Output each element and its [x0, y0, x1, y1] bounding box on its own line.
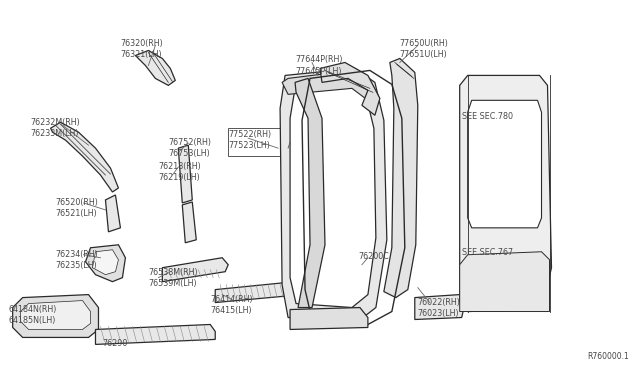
Polygon shape [106, 195, 120, 232]
Text: R760000.1: R760000.1 [588, 352, 629, 361]
Polygon shape [13, 295, 99, 337]
Polygon shape [95, 324, 215, 344]
Polygon shape [163, 258, 228, 282]
Text: 76232M(RH)
76233M(LH): 76232M(RH) 76233M(LH) [31, 118, 81, 138]
Polygon shape [280, 68, 387, 321]
Text: 76234(RH)
76235(LH): 76234(RH) 76235(LH) [56, 250, 99, 270]
Polygon shape [20, 301, 90, 330]
Polygon shape [290, 308, 368, 330]
Polygon shape [295, 78, 325, 308]
Text: 77522(RH)
77523(LH): 77522(RH) 77523(LH) [228, 130, 271, 150]
Text: SEE SEC.780: SEE SEC.780 [461, 112, 513, 121]
Text: 76520(RH)
76521(LH): 76520(RH) 76521(LH) [56, 198, 99, 218]
Text: 76414(RH)
76415(LH): 76414(RH) 76415(LH) [210, 295, 253, 315]
Polygon shape [182, 202, 196, 243]
Polygon shape [460, 76, 552, 311]
Text: 76752(RH)
76753(LH): 76752(RH) 76753(LH) [168, 138, 211, 158]
Polygon shape [86, 245, 125, 282]
Polygon shape [415, 295, 465, 320]
Polygon shape [320, 62, 380, 115]
Polygon shape [93, 250, 118, 275]
Text: 76320(RH)
76321(LH): 76320(RH) 76321(LH) [120, 39, 163, 59]
Polygon shape [460, 252, 550, 311]
Polygon shape [282, 70, 370, 100]
Text: 77644P(RH)
77645P(LH): 77644P(RH) 77645P(LH) [295, 55, 342, 76]
Polygon shape [51, 122, 118, 192]
Polygon shape [290, 82, 376, 308]
Polygon shape [179, 145, 192, 203]
Polygon shape [468, 100, 541, 228]
Bar [228, 128, 290, 156]
Text: 76290: 76290 [102, 339, 128, 349]
Text: SEE SEC.767: SEE SEC.767 [461, 248, 513, 257]
Text: 76538M(RH)
76539M(LH): 76538M(RH) 76539M(LH) [148, 268, 198, 288]
Text: 76022(RH)
76023(LH): 76022(RH) 76023(LH) [418, 298, 461, 318]
Text: 77650U(RH)
77651U(LH): 77650U(RH) 77651U(LH) [400, 39, 449, 59]
Polygon shape [136, 51, 175, 86]
Text: 64184N(RH)
64185N(LH): 64184N(RH) 64185N(LH) [9, 305, 57, 325]
Text: 76200C: 76200C [358, 252, 388, 261]
Polygon shape [215, 282, 302, 302]
Polygon shape [384, 58, 418, 298]
Text: 76218(RH)
76219(LH): 76218(RH) 76219(LH) [158, 162, 201, 182]
